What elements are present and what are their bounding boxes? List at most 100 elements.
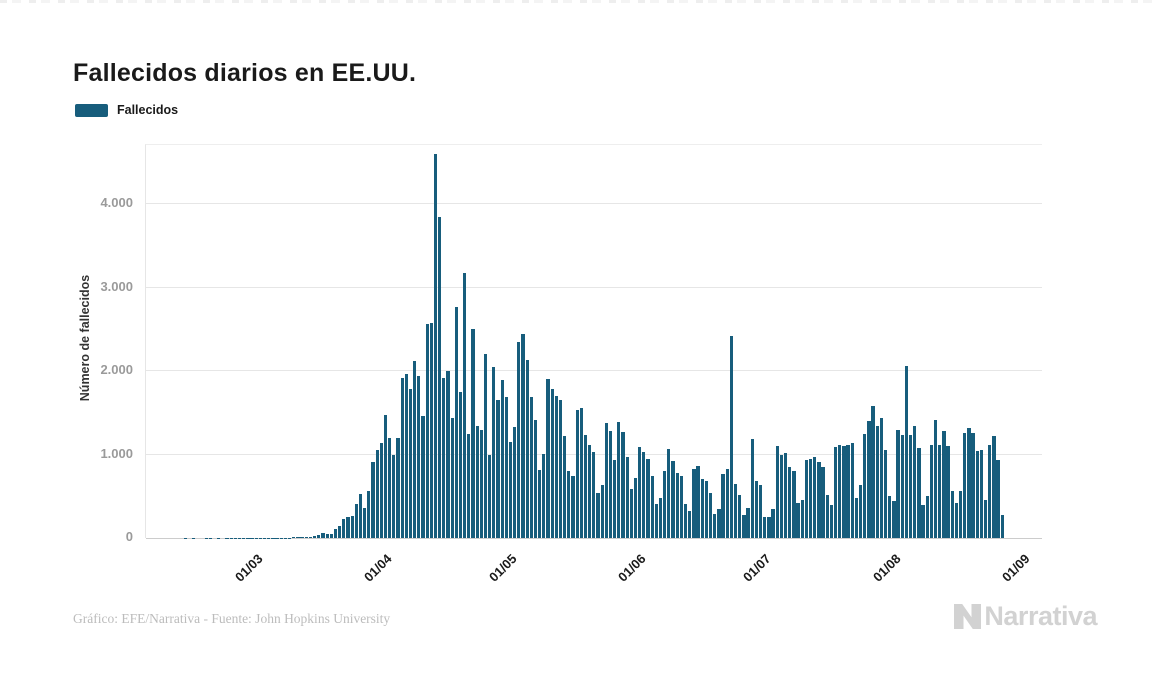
bar[interactable] — [525, 360, 529, 538]
bar[interactable] — [567, 471, 571, 538]
bar[interactable] — [367, 491, 371, 538]
bar[interactable] — [963, 432, 967, 538]
bar[interactable] — [742, 514, 746, 538]
bar[interactable] — [988, 444, 992, 538]
bar[interactable] — [596, 492, 600, 538]
bar[interactable] — [738, 495, 742, 538]
bar[interactable] — [321, 533, 325, 538]
bar[interactable] — [679, 475, 683, 538]
bar[interactable] — [721, 474, 725, 538]
bar[interactable] — [821, 467, 825, 538]
bar[interactable] — [458, 391, 463, 538]
bar[interactable] — [925, 496, 929, 538]
bar[interactable] — [508, 441, 513, 538]
bar[interactable] — [363, 507, 367, 538]
bar[interactable] — [771, 508, 775, 538]
bar[interactable] — [371, 461, 375, 538]
bar[interactable] — [908, 434, 913, 538]
bar[interactable] — [942, 431, 946, 538]
bar[interactable] — [867, 421, 871, 538]
bar[interactable] — [346, 517, 350, 538]
bar[interactable] — [1000, 514, 1004, 538]
bar[interactable] — [604, 422, 608, 538]
bar[interactable] — [825, 495, 829, 538]
bar[interactable] — [929, 444, 934, 538]
bar[interactable] — [308, 536, 313, 538]
bar[interactable] — [538, 469, 542, 538]
bar[interactable] — [633, 477, 638, 538]
bar[interactable] — [454, 306, 458, 538]
bar[interactable] — [333, 528, 338, 538]
bar[interactable] — [479, 430, 483, 538]
bar[interactable] — [629, 488, 633, 538]
bar[interactable] — [621, 432, 625, 538]
bar[interactable] — [900, 434, 904, 538]
bar[interactable] — [583, 434, 588, 538]
bar[interactable] — [658, 497, 663, 538]
bar[interactable] — [875, 426, 879, 538]
bar[interactable] — [529, 397, 533, 538]
bar[interactable] — [829, 504, 834, 538]
bar[interactable] — [883, 449, 888, 538]
bar[interactable] — [554, 396, 558, 538]
bar[interactable] — [350, 515, 354, 538]
bar[interactable] — [696, 465, 700, 538]
bar[interactable] — [463, 272, 467, 538]
bar[interactable] — [496, 400, 500, 538]
bar[interactable] — [642, 452, 646, 538]
bar[interactable] — [904, 366, 909, 538]
bar[interactable] — [654, 504, 658, 538]
bar[interactable] — [404, 374, 408, 538]
bar[interactable] — [671, 460, 675, 538]
bar[interactable] — [400, 377, 404, 538]
bar[interactable] — [958, 491, 963, 538]
bar[interactable] — [304, 537, 308, 538]
bar[interactable] — [758, 484, 763, 538]
bar[interactable] — [646, 458, 650, 538]
bar[interactable] — [488, 454, 492, 538]
bar[interactable] — [717, 509, 721, 538]
bar[interactable] — [954, 502, 959, 538]
bar[interactable] — [396, 437, 400, 538]
bar[interactable] — [754, 481, 758, 538]
bar[interactable] — [342, 519, 346, 538]
bar[interactable] — [913, 426, 917, 538]
bar[interactable] — [708, 492, 713, 538]
bar[interactable] — [317, 534, 321, 538]
bar[interactable] — [746, 508, 750, 538]
bar[interactable] — [896, 429, 900, 538]
bar[interactable] — [504, 397, 508, 538]
bar[interactable] — [783, 452, 788, 538]
bar[interactable] — [917, 447, 921, 538]
bar[interactable] — [975, 451, 979, 538]
bar[interactable] — [312, 535, 317, 538]
bar[interactable] — [338, 526, 342, 538]
bar[interactable] — [388, 437, 392, 538]
bar[interactable] — [421, 416, 425, 538]
bar[interactable] — [804, 459, 809, 538]
bar[interactable] — [933, 419, 938, 538]
bar[interactable] — [375, 450, 379, 538]
bar[interactable] — [383, 414, 388, 538]
bar[interactable] — [571, 476, 575, 538]
legend-item-fallecidos[interactable]: Fallecidos — [75, 103, 178, 117]
bar[interactable] — [846, 444, 850, 538]
bar[interactable] — [879, 417, 884, 538]
bar[interactable] — [850, 442, 854, 538]
bar[interactable] — [692, 469, 696, 538]
bar[interactable] — [808, 459, 813, 538]
bar[interactable] — [379, 442, 383, 538]
bar[interactable] — [446, 371, 450, 538]
bar[interactable] — [417, 376, 421, 538]
bar[interactable] — [792, 471, 796, 538]
bar[interactable] — [354, 503, 358, 538]
bar[interactable] — [613, 459, 617, 538]
bar[interactable] — [429, 322, 433, 538]
bar[interactable] — [729, 336, 733, 538]
bar[interactable] — [588, 444, 592, 538]
bar[interactable] — [725, 469, 729, 538]
bar[interactable] — [892, 501, 896, 538]
bar[interactable] — [413, 361, 417, 538]
bar[interactable] — [888, 496, 892, 538]
bar[interactable] — [579, 407, 583, 538]
